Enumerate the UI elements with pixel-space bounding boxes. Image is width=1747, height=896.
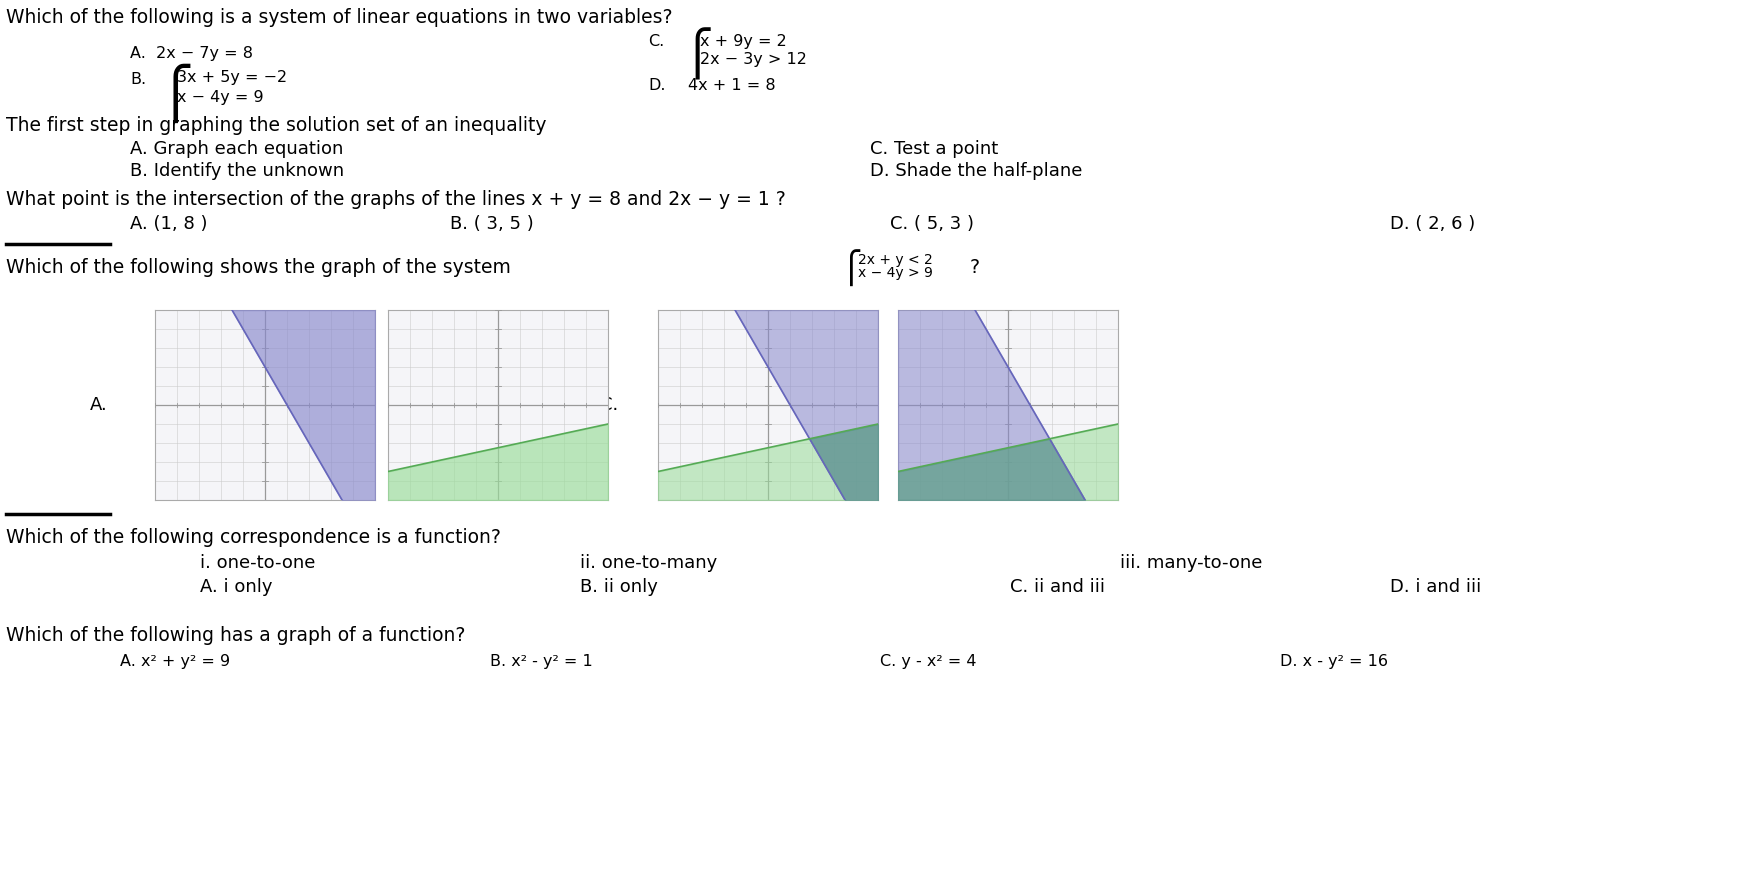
Text: B. ii only: B. ii only <box>580 578 659 596</box>
Text: x − 4y > 9: x − 4y > 9 <box>858 266 933 280</box>
Text: x + 9y = 2: x + 9y = 2 <box>701 34 786 49</box>
Text: ⎧: ⎧ <box>157 64 194 124</box>
Text: D. Shade the half-plane: D. Shade the half-plane <box>870 162 1083 180</box>
Text: D. x - y² = 16: D. x - y² = 16 <box>1281 654 1389 669</box>
Text: Which of the following shows the graph of the system: Which of the following shows the graph o… <box>5 258 510 277</box>
Text: D.: D. <box>840 396 860 414</box>
Text: D. ( 2, 6 ): D. ( 2, 6 ) <box>1391 215 1474 233</box>
Text: Which of the following is a system of linear equations in two variables?: Which of the following is a system of li… <box>5 8 673 27</box>
Text: C. ii and iii: C. ii and iii <box>1010 578 1106 596</box>
Text: B. x² - y² = 1: B. x² - y² = 1 <box>489 654 592 669</box>
Text: x − 4y = 9: x − 4y = 9 <box>176 90 264 105</box>
Text: A.: A. <box>91 396 108 414</box>
Text: C.: C. <box>648 34 664 49</box>
Text: D. i and iii: D. i and iii <box>1391 578 1481 596</box>
Text: Which of the following has a graph of a function?: Which of the following has a graph of a … <box>5 626 465 645</box>
Text: A.  2x − 7y = 8: A. 2x − 7y = 8 <box>129 46 253 61</box>
Text: The first step in graphing the solution set of an inequality: The first step in graphing the solution … <box>5 116 547 135</box>
Text: What point is the intersection of the graphs of the lines x + y = 8 and 2x − y =: What point is the intersection of the gr… <box>5 190 786 209</box>
Text: A. i only: A. i only <box>199 578 273 596</box>
Text: ii. one-to-many: ii. one-to-many <box>580 554 718 572</box>
Text: Which of the following correspondence is a function?: Which of the following correspondence is… <box>5 528 501 547</box>
Text: 4x + 1 = 8: 4x + 1 = 8 <box>688 78 776 93</box>
Text: ?: ? <box>970 258 980 277</box>
Text: 2x + y < 2: 2x + y < 2 <box>858 253 933 267</box>
Text: i. one-to-one: i. one-to-one <box>199 554 316 572</box>
Text: ⎧: ⎧ <box>680 28 713 81</box>
Text: B.: B. <box>129 72 147 87</box>
Text: iii. many-to-one: iii. many-to-one <box>1120 554 1263 572</box>
Text: C. ( 5, 3 ): C. ( 5, 3 ) <box>889 215 975 233</box>
Text: 3x + 5y = −2: 3x + 5y = −2 <box>176 70 287 85</box>
Text: B.: B. <box>330 396 348 414</box>
Text: C.: C. <box>599 396 618 414</box>
Text: C. y - x² = 4: C. y - x² = 4 <box>880 654 977 669</box>
Text: A. Graph each equation: A. Graph each equation <box>129 140 344 158</box>
Text: 2x − 3y > 12: 2x − 3y > 12 <box>701 52 807 67</box>
Text: ⎧: ⎧ <box>840 250 863 287</box>
Text: B. ( 3, 5 ): B. ( 3, 5 ) <box>451 215 535 233</box>
Text: A. (1, 8 ): A. (1, 8 ) <box>129 215 208 233</box>
Text: D.: D. <box>648 78 666 93</box>
Text: A. x² + y² = 9: A. x² + y² = 9 <box>121 654 231 669</box>
Text: B. Identify the unknown: B. Identify the unknown <box>129 162 344 180</box>
Text: C. Test a point: C. Test a point <box>870 140 998 158</box>
